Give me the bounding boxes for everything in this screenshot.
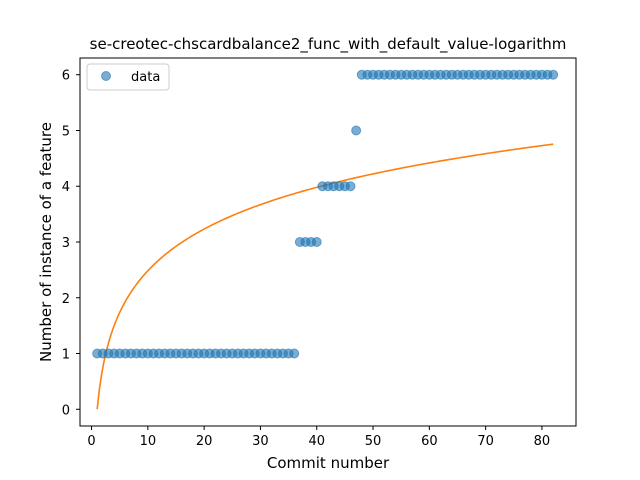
legend-box	[86, 63, 170, 91]
y-axis-ticks: 0 1 2 3 4 5 6	[62, 69, 80, 418]
y-tick-label: 0	[62, 403, 70, 418]
data-point	[289, 348, 300, 359]
y-tick-label: 4	[62, 180, 70, 195]
chart-title: se-creotec-chscardbalance2_func_with_def…	[90, 35, 567, 54]
data-point	[345, 181, 356, 192]
y-tick-label: 6	[62, 69, 70, 84]
data-points-layer	[92, 69, 559, 359]
x-tick-label: 30	[252, 434, 269, 449]
x-tick-label: 70	[477, 434, 494, 449]
data-point	[311, 237, 322, 247]
y-tick-label: 1	[62, 348, 70, 363]
x-axis-ticks: 0 10 20 30 40 50 60 70 80	[87, 426, 550, 449]
x-axis-label: Commit number	[267, 454, 390, 472]
x-tick-label: 0	[87, 434, 95, 449]
x-tick-label: 10	[140, 434, 157, 449]
legend-marker	[101, 71, 111, 81]
x-tick-label: 20	[196, 434, 213, 449]
x-tick-label: 80	[534, 434, 551, 449]
data-point	[351, 125, 362, 136]
x-tick-label: 50	[365, 434, 382, 449]
x-tick-label: 60	[421, 434, 438, 449]
legend: data	[86, 63, 170, 91]
y-tick-label: 5	[62, 124, 70, 139]
y-tick-label: 3	[62, 236, 70, 251]
plot-area	[79, 57, 577, 427]
data-point	[548, 69, 559, 80]
legend-label-data: data	[131, 70, 160, 85]
y-axis-label: Number of instance of a feature	[37, 122, 55, 362]
y-tick-label: 2	[62, 292, 70, 307]
x-tick-label: 40	[308, 434, 325, 449]
